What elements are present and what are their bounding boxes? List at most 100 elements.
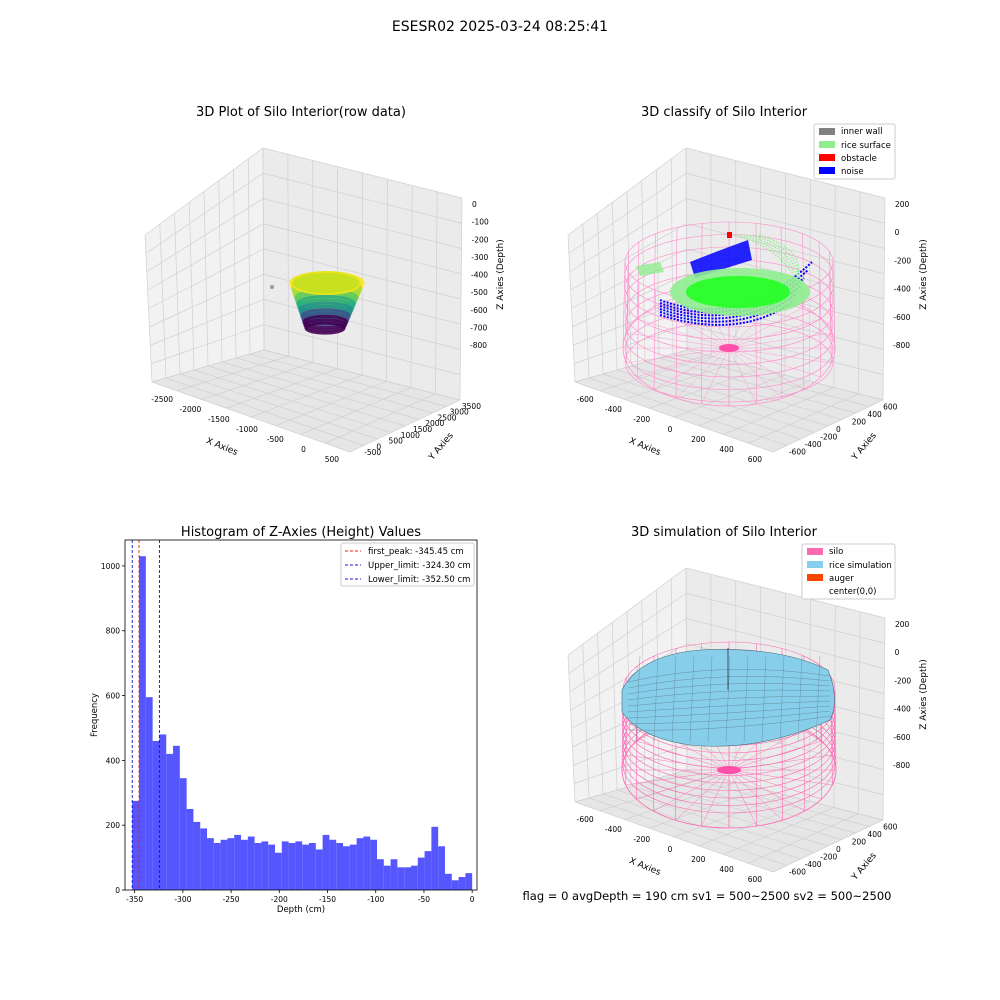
p4-grid-floor [698,800,810,847]
p1-pane-left [145,148,264,382]
p2-xtick-label: 0 [668,425,673,434]
p2-silo-spoke [728,347,821,378]
p2-silo-strut [818,281,822,378]
p1-ztick-label: -200 [472,235,489,244]
p4-rice-mesh-line [627,705,831,719]
histogram-xtick-label: -50 [418,895,430,904]
p2-grid-left [569,198,687,273]
p4-silo-spoke [728,769,805,812]
p1-grid-left [144,147,264,236]
p4-rice-mesh-line [627,669,831,683]
p2-xtick-label: 200 [691,435,706,444]
p4-rice-mesh-line [797,655,803,743]
p4-silo-spoke [675,769,730,821]
p2-ytick-label: -600 [789,447,806,456]
p4-grid-floor [723,807,835,855]
p4-xtick-label: 200 [691,855,706,864]
histogram-ytick-label: 400 [106,756,121,765]
p4-rice-mesh-line [627,715,831,731]
histogram-bar [268,844,276,890]
p4-grid-left [570,643,687,711]
p2-silo-strut [636,241,640,320]
p1-grid-left [233,169,237,359]
p2-grid-right [686,223,885,275]
p2-silo-strut [780,296,783,399]
p4-silo-spoke [728,769,783,821]
p2-rice-surface-edge [636,262,664,276]
p4-ztick-label: 200 [895,620,910,629]
p2-silo-strut [653,290,656,390]
histogram-bar [444,873,452,890]
p4-rice-mesh-line [671,655,677,743]
p1-grid-right [263,172,462,224]
p2-ztick-label: 200 [895,200,910,209]
p2-grid-left [670,158,674,355]
histogram-bar [309,843,316,890]
p2-grid-right [686,198,885,249]
histogram-bar [159,734,167,890]
histogram-ylabel: Frequency [90,693,100,737]
p2-grid-left [571,248,687,309]
histogram-bar [207,838,214,890]
histogram-bar [410,865,418,890]
p2-silo-spoke [728,347,783,399]
histogram-ytick-label: 0 [115,886,120,895]
legend-label-first-peak: first_peak: -345.45 cm [368,547,464,557]
p4-silo-spoke [728,728,805,771]
p4-silo-strut [834,689,837,771]
p2-silo-strut [829,272,832,364]
legend-swatch-rice-simulation [807,561,823,568]
p1-xtick-label: -500 [267,435,284,444]
p1-ytick-label: 0 [376,442,381,451]
p1-xtick-label: 0 [301,445,306,454]
p1-ztick-label: -300 [471,253,488,262]
p4-grid-right [685,567,886,619]
histogram-ytick-label: 600 [106,692,121,701]
histogram-ytick-label: 200 [106,821,121,830]
panel3-title: Histogram of Z-Axies (Height) Values [181,525,421,540]
p2-grid-floor [658,357,856,414]
p2-silo-spoke [626,347,730,364]
p2-silo-strut [829,251,832,333]
legend-label-noise: noise [841,167,864,177]
histogram-bar [193,821,201,890]
histogram-xtick-label: -250 [223,895,240,904]
p4-grid-left [568,592,687,674]
p4-grid-right [686,592,885,644]
histogram-xtick-label: 0 [470,895,475,904]
status-footer: flag = 0 avgDepth = 190 cm sv1 = 500~250… [523,889,892,903]
p4-ztick-label: -800 [893,761,910,770]
p2-silo-strut [626,251,629,333]
p1-surface-top [291,271,361,295]
p4-grid-right [686,618,885,669]
histogram-xtick-label: -200 [271,895,288,904]
p2-ytick-label: 400 [867,410,882,419]
p2-rice-surface-arc [734,234,806,301]
p1-xtick-label: -1000 [236,425,258,434]
legend-swatch-rice-surface [819,141,835,148]
p4-rice-mesh-line [627,676,831,689]
p1-pane-floor [152,350,460,452]
p2-silo-strut [636,281,640,378]
histogram-bar [329,839,337,890]
p4-xtick-label: -200 [633,835,650,844]
p4-rice-mesh-line [779,655,785,743]
histogram-bar [315,849,323,890]
p4-silo-strut [653,723,655,812]
p2-ztick-label: -400 [894,285,911,294]
legend-swatch-obstacle [819,154,835,161]
p4-ytick-label: 200 [852,838,867,847]
panel1-title: 3D Plot of Silo Interior(row data) [196,105,406,120]
p2-grid-right [686,172,885,224]
p2-grid-right [809,179,811,382]
histogram-ytick-label: 1000 [101,562,120,571]
p4-grid-right [833,605,836,808]
p2-ytick-label: 600 [883,403,898,412]
p4-silo-spoke [728,740,822,771]
p1-grid-right [435,191,438,394]
p4-silo-spoke [728,769,822,800]
p1-xlabel: X Axies [204,436,239,458]
p2-silo-spoke [728,306,805,349]
panel2-legend: inner wall rice surface obstacle noise [813,123,896,180]
